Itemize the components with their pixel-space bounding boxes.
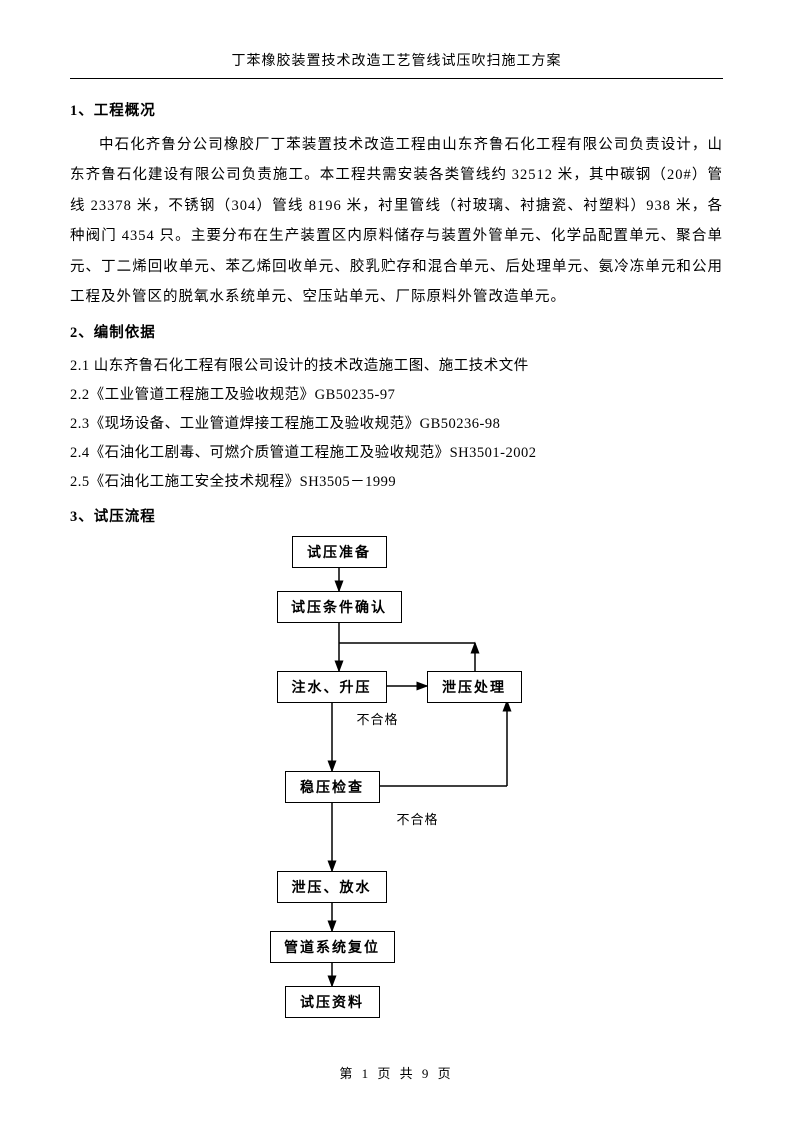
section-2-item-2: 2.2《工业管道工程施工及验收规范》GB50235-97: [70, 381, 723, 410]
section-3-heading: 3、试压流程: [70, 505, 723, 526]
flow-node-reset: 管道系统复位: [270, 931, 395, 963]
flow-node-confirm: 试压条件确认: [277, 591, 402, 623]
section-2-item-3: 2.3《现场设备、工业管道焊接工程施工及验收规范》GB50236-98: [70, 410, 723, 439]
section-2-item-5: 2.5《石油化工施工安全技术规程》SH3505－1999: [70, 468, 723, 497]
section-2-heading: 2、编制依据: [70, 321, 723, 342]
document-header-title: 丁苯橡胶装置技术改造工艺管线试压吹扫施工方案: [70, 50, 723, 79]
section-2-item-4: 2.4《石油化工剧毒、可燃介质管道工程施工及验收规范》SH3501-2002: [70, 439, 723, 468]
flow-node-drain: 泄压、放水: [277, 871, 387, 903]
flow-node-docs: 试压资料: [285, 986, 380, 1018]
page-footer: 第 1 页 共 9 页: [0, 1063, 793, 1082]
flow-node-inject: 注水、升压: [277, 671, 387, 703]
flow-node-prep: 试压准备: [292, 536, 387, 568]
flow-label-fail-2: 不合格: [397, 809, 439, 828]
flowchart-container: 试压准备 试压条件确认 注水、升压 泄压处理 稳压检查 泄压、放水 管道系统复位…: [197, 536, 597, 1016]
flow-node-depressure: 泄压处理: [427, 671, 522, 703]
flow-node-stable: 稳压检查: [285, 771, 380, 803]
flow-label-fail-1: 不合格: [357, 709, 399, 728]
section-2-item-1: 2.1 山东齐鲁石化工程有限公司设计的技术改造施工图、施工技术文件: [70, 352, 723, 381]
section-1-paragraph: 中石化齐鲁分公司橡胶厂丁苯装置技术改造工程由山东齐鲁石化工程有限公司负责设计，山…: [70, 130, 723, 313]
section-1-heading: 1、工程概况: [70, 99, 723, 120]
